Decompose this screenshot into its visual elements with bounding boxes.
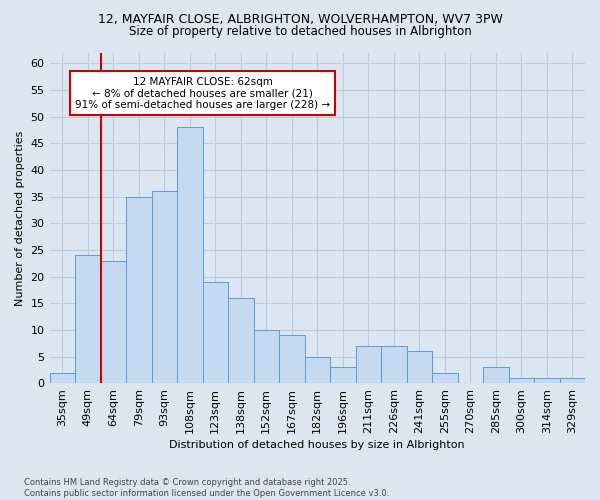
Text: Contains HM Land Registry data © Crown copyright and database right 2025.
Contai: Contains HM Land Registry data © Crown c… [24, 478, 389, 498]
Bar [279, 335, 305, 383]
X-axis label: Distribution of detached houses by size in Albrighton: Distribution of detached houses by size … [169, 440, 465, 450]
Text: 12 MAYFAIR CLOSE: 62sqm
← 8% of detached houses are smaller (21)
91% of semi-det: 12 MAYFAIR CLOSE: 62sqm ← 8% of detached… [75, 76, 330, 110]
Bar [101, 260, 126, 383]
Bar [534, 378, 560, 383]
Bar [75, 255, 101, 383]
Bar [432, 372, 458, 383]
Bar [305, 356, 330, 383]
Bar [560, 378, 585, 383]
Bar [203, 282, 228, 383]
Bar [254, 330, 279, 383]
Bar [126, 196, 152, 383]
Bar [356, 346, 381, 383]
Bar [330, 367, 356, 383]
Text: Size of property relative to detached houses in Albrighton: Size of property relative to detached ho… [128, 25, 472, 38]
Text: 12, MAYFAIR CLOSE, ALBRIGHTON, WOLVERHAMPTON, WV7 3PW: 12, MAYFAIR CLOSE, ALBRIGHTON, WOLVERHAM… [98, 12, 502, 26]
Bar [407, 351, 432, 383]
Bar [381, 346, 407, 383]
Bar [509, 378, 534, 383]
Bar [228, 298, 254, 383]
Bar [50, 372, 75, 383]
Y-axis label: Number of detached properties: Number of detached properties [15, 130, 25, 306]
Bar [152, 191, 177, 383]
Bar [177, 127, 203, 383]
Bar [483, 367, 509, 383]
